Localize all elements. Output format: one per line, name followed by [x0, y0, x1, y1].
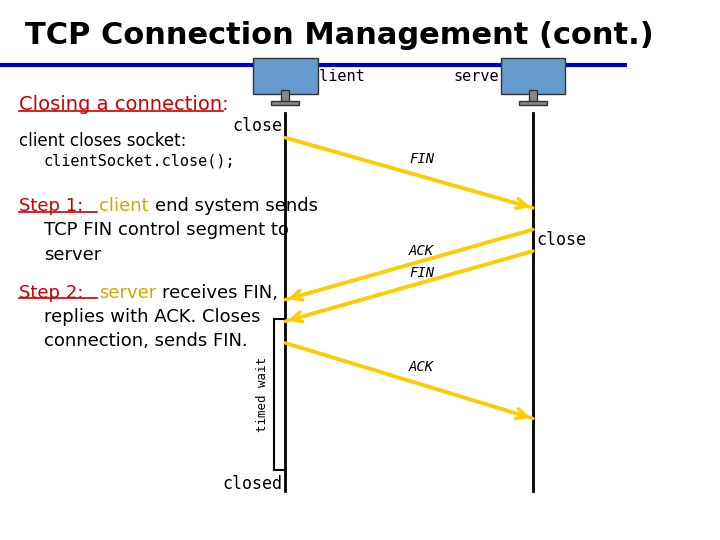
Text: client: client	[99, 197, 148, 215]
Text: replies with ACK. Closes: replies with ACK. Closes	[44, 308, 261, 326]
FancyBboxPatch shape	[519, 102, 547, 105]
Text: ACK: ACK	[409, 244, 434, 258]
FancyBboxPatch shape	[281, 91, 289, 103]
Text: client: client	[310, 69, 365, 84]
Text: TCP FIN control segment to: TCP FIN control segment to	[44, 221, 289, 239]
Text: TCP Connection Management (cont.): TCP Connection Management (cont.)	[25, 21, 654, 50]
Text: closed: closed	[222, 475, 282, 493]
Text: timed wait: timed wait	[256, 357, 269, 431]
FancyBboxPatch shape	[500, 58, 565, 94]
Text: server: server	[99, 284, 156, 301]
FancyBboxPatch shape	[528, 91, 537, 103]
Text: server: server	[44, 246, 101, 264]
Text: FIN: FIN	[409, 266, 434, 280]
Text: Closing a connection:: Closing a connection:	[19, 94, 228, 113]
Text: connection, sends FIN.: connection, sends FIN.	[44, 332, 248, 350]
Text: close: close	[536, 231, 586, 249]
Text: FIN: FIN	[409, 152, 434, 166]
FancyBboxPatch shape	[271, 102, 300, 105]
Text: end system sends: end system sends	[156, 197, 318, 215]
FancyBboxPatch shape	[253, 58, 318, 94]
Text: ACK: ACK	[409, 360, 434, 374]
Text: receives FIN,: receives FIN,	[162, 284, 278, 301]
Text: clientSocket.close();: clientSocket.close();	[44, 154, 235, 169]
Text: client closes socket:: client closes socket:	[19, 132, 186, 150]
Text: Step 2:: Step 2:	[19, 284, 84, 301]
Text: Step 1:: Step 1:	[19, 197, 83, 215]
Text: close: close	[232, 117, 282, 135]
Text: server: server	[453, 69, 508, 84]
